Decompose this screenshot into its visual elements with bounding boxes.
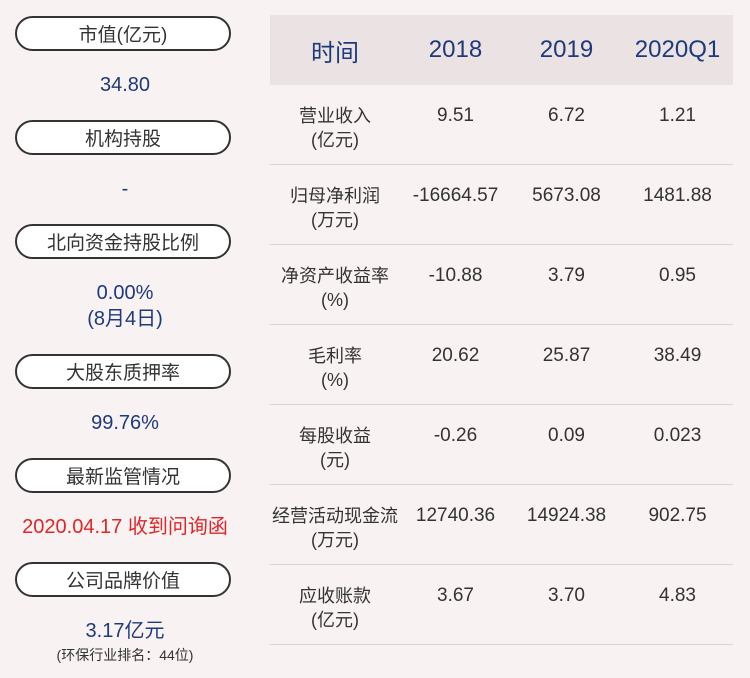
- header-2018: 2018: [428, 36, 483, 63]
- cell-value: 38.49: [653, 345, 702, 366]
- table-row: 毛利率 (%) 20.62 25.87 38.49: [270, 325, 733, 405]
- cell-value: 4.83: [659, 585, 696, 606]
- table-row: 每股收益 (元) -0.26 0.09 0.023: [270, 405, 733, 485]
- cell-value: 902.75: [648, 505, 707, 526]
- row-label: 营业收入 (亿元): [299, 106, 371, 150]
- cell-value: 25.87: [542, 345, 591, 366]
- row-label: 净资产收益率 (%): [281, 266, 389, 310]
- cell-value: 1481.88: [643, 185, 712, 206]
- table-row: 经营活动现金流 (万元) 12740.36 14924.38 902.75: [270, 485, 733, 565]
- northbound-date: (8月4日): [87, 308, 163, 330]
- northbound-value: 0.00%: [96, 282, 154, 304]
- row-label: 毛利率 (%): [308, 346, 362, 390]
- row-label: 经营活动现金流 (万元): [272, 506, 398, 550]
- financial-table: 时间 2018 2019 2020Q1 营业收入 (亿元) 9.51 6.72 1…: [270, 15, 733, 645]
- table-row: 归母净利润 (万元) -16664.57 5673.08 1481.88: [270, 165, 733, 245]
- cell-value: 6.72: [548, 105, 585, 126]
- brand-value: 3.17亿元: [85, 620, 165, 642]
- pledge-value: 99.76%: [91, 412, 159, 434]
- brand-label: 公司品牌价值: [15, 562, 231, 597]
- pledge-label: 大股东质押率: [15, 354, 231, 389]
- cell-value: 14924.38: [526, 505, 607, 526]
- row-label: 每股收益 (元): [299, 426, 371, 470]
- cell-value: -16664.57: [412, 185, 499, 206]
- cell-value: 0.023: [653, 425, 702, 446]
- cell-value: 3.67: [437, 585, 474, 606]
- brand-rank-note: (环保行业排名：44位): [56, 647, 194, 663]
- institutional-label: 机构持股: [15, 120, 231, 155]
- table-row: 营业收入 (亿元) 9.51 6.72 1.21: [270, 85, 733, 165]
- cell-value: 3.79: [548, 265, 585, 286]
- cell-value: 5673.08: [532, 185, 601, 206]
- northbound-label: 北向资金持股比例: [15, 224, 231, 259]
- header-2020q1: 2020Q1: [634, 36, 721, 63]
- cell-value: 12740.36: [415, 505, 496, 526]
- cell-value: 9.51: [437, 105, 474, 126]
- table-row: 应收账款 (亿元) 3.67 3.70 4.83: [270, 565, 733, 645]
- table-header: 时间 2018 2019 2020Q1: [270, 15, 733, 85]
- cell-value: 20.62: [431, 345, 480, 366]
- cell-value: -0.26: [433, 425, 478, 446]
- cell-value: 1.21: [659, 105, 696, 126]
- institutional-value: -: [121, 178, 129, 200]
- table-row: 净资产收益率 (%) -10.88 3.79 0.95: [270, 245, 733, 325]
- regulation-label: 最新监管情况: [15, 458, 231, 493]
- row-label: 归母净利润 (万元): [290, 186, 380, 230]
- cell-value: 0.09: [548, 425, 585, 446]
- row-label: 应收账款 (亿元): [299, 586, 371, 630]
- cell-value: 3.70: [548, 585, 585, 606]
- header-time: 时间: [311, 39, 359, 67]
- cell-value: 0.95: [659, 265, 696, 286]
- cell-value: -10.88: [428, 265, 483, 286]
- left-panel: 市值(亿元) 34.80 机构持股 - 北向资金持股比例 0.00% (8月4日…: [0, 0, 250, 678]
- market-cap-value: 34.80: [99, 74, 151, 96]
- market-cap-label: 市值(亿元): [15, 16, 231, 51]
- header-2019: 2019: [539, 36, 594, 63]
- regulation-value: 2020.04.17 收到问询函: [22, 516, 228, 538]
